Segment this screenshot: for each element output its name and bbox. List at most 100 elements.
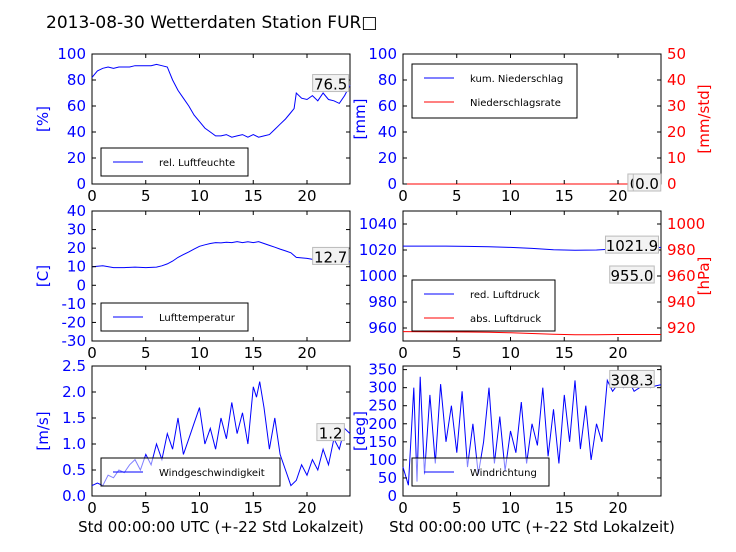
y-tick-label: 2.5: [62, 357, 86, 375]
value-annotation-box: [609, 369, 655, 388]
legend-box: [100, 302, 249, 332]
x-tick-label: 15: [555, 187, 574, 205]
chart-panel-windspeed: 0 5 10 15 20 0.0 0.5 1.0 1.5 2.0 2.5 [m/s] Std 00:00…: [34, 357, 364, 536]
y2-axis-label: [hPa]: [695, 257, 713, 296]
series-line-pressure-1: [402, 331, 661, 336]
y-tick-label: 1.0: [62, 435, 86, 453]
y2-tick-label: 1000: [667, 215, 705, 233]
chart-panel-humidity: 0 5 10 15 20 0 20 40 60 80 100 [%] rel. Luftfeuchte 7…: [34, 45, 351, 205]
x-tick-label: 0: [87, 187, 97, 205]
y2-tick-label: 960: [667, 267, 696, 285]
y2-tick-label: 40: [667, 71, 686, 89]
y-tick-label: 60: [67, 97, 86, 115]
legend-label: Windrichtung: [470, 468, 537, 479]
legend-label: abs. Luftdruck: [470, 314, 541, 325]
x-tick-label: 15: [244, 499, 263, 517]
y-tick-label: 1040: [359, 215, 397, 233]
y-tick-label: -20: [62, 313, 87, 331]
x-tick-label: 15: [555, 344, 574, 362]
chart-panel-pressure: 0 5 10 15 20 960 980 1000 1020 1040 920 940 960 980 10…: [359, 210, 713, 362]
y-tick-label: 20: [378, 149, 397, 167]
y-tick-label: 100: [57, 45, 86, 63]
y2-tick-label: 940: [667, 293, 696, 311]
x-tick-label: 10: [501, 187, 520, 205]
x-tick-label: 20: [297, 344, 316, 362]
value-annotation: 76.5: [314, 76, 347, 94]
legend-box: [411, 63, 578, 119]
y-tick-label: -30: [62, 332, 87, 350]
x-tick-label: 15: [555, 499, 574, 517]
y-tick-label: 20: [67, 149, 86, 167]
y-axis-label: [mm]: [351, 99, 369, 140]
y-tick-label: 80: [67, 71, 86, 89]
y-tick-label: 250: [368, 397, 397, 415]
x-tick-label: 20: [297, 187, 316, 205]
x-tick-label: 10: [501, 499, 520, 517]
value-annotation-box: [632, 173, 662, 192]
y-tick-label: 60: [378, 97, 397, 115]
legend-label: Niederschlagsrate: [470, 98, 561, 109]
legend-label: red. Luftdruck: [470, 290, 540, 301]
value-annotation-box: [312, 246, 350, 265]
y-tick-label: 40: [67, 123, 86, 141]
chart-panel-temperature: 0 5 10 15 20-30-20-10010203040[C]Lufttempera…: [34, 202, 351, 362]
x-tick-label: 0: [87, 499, 97, 517]
x-tick-label: 15: [244, 344, 263, 362]
y-tick-label: 2.0: [62, 383, 86, 401]
x-tick-label: 20: [608, 344, 627, 362]
legend-label: Windgeschwindigkeit: [159, 468, 265, 479]
value-annotation: 1021.9: [606, 237, 659, 255]
figure-title: 2013-08-30 Wetterdaten Station FUR□: [46, 13, 377, 33]
value-annotation: 308.3: [610, 371, 653, 389]
legend-box: [100, 147, 249, 177]
y-tick-label: 80: [378, 71, 397, 89]
y-tick-label: 200: [368, 415, 397, 433]
x-tick-label: 5: [141, 499, 151, 517]
x-tick-label: 0: [398, 187, 408, 205]
legend-label: Lufttemperatur: [159, 313, 236, 324]
y-tick-label: 1000: [359, 267, 397, 285]
value-annotation-box: [316, 423, 345, 442]
y2-axis-label: [mm/std]: [695, 84, 713, 153]
legend-box: [411, 279, 556, 332]
value-annotation: 12.7: [314, 248, 347, 266]
x-tick-label: 5: [452, 344, 462, 362]
value-annotation: 955.0: [610, 267, 653, 285]
legend-label: rel. Luftfeuchte: [159, 158, 235, 169]
value-annotation-box: [609, 265, 655, 284]
y-tick-label: 150: [368, 433, 397, 451]
y2-tick-label: 10: [667, 149, 686, 167]
y-tick-label: 100: [368, 45, 397, 63]
x-tick-label: 5: [141, 344, 151, 362]
y2-tick-label: 20: [667, 123, 686, 141]
y2-tick-label: 920: [667, 319, 696, 337]
y-tick-label: 20: [67, 239, 86, 257]
y-tick-label: 350: [368, 361, 397, 379]
x-axis-label: Std 00:00:00 UTC (+-22 Std Lokalzeit): [78, 518, 364, 536]
value-annotation: 0.0: [635, 175, 659, 193]
x-tick-label: 20: [608, 499, 627, 517]
series-line-temperature-0: [91, 241, 351, 269]
y-tick-label: 30: [67, 221, 86, 239]
y2-tick-label: 30: [667, 97, 686, 115]
y-tick-label: 40: [67, 202, 86, 220]
x-tick-label: 10: [190, 187, 209, 205]
x-tick-label: 20: [608, 187, 627, 205]
x-tick-label: 0: [398, 344, 408, 362]
x-axis-label: Std 00:00:00 UTC (+-22 Std Lokalzeit): [389, 518, 675, 536]
y-axis-label: [m/s]: [34, 411, 52, 450]
series-line-humidity-0: [91, 63, 351, 138]
y-tick-label: 960: [368, 319, 397, 337]
y-tick-label: 0: [76, 276, 86, 294]
x-tick-label: 5: [452, 499, 462, 517]
y-tick-label: 0.0: [62, 487, 86, 505]
y2-tick-label: 50: [667, 45, 686, 63]
y-tick-label: 0: [387, 487, 397, 505]
y-tick-label: 50: [378, 469, 397, 487]
x-tick-label: 10: [501, 344, 520, 362]
y-tick-label: 40: [378, 123, 397, 141]
y-tick-label: 0: [76, 175, 86, 193]
y-axis-label: [%]: [34, 106, 52, 132]
x-tick-label: 5: [141, 187, 151, 205]
